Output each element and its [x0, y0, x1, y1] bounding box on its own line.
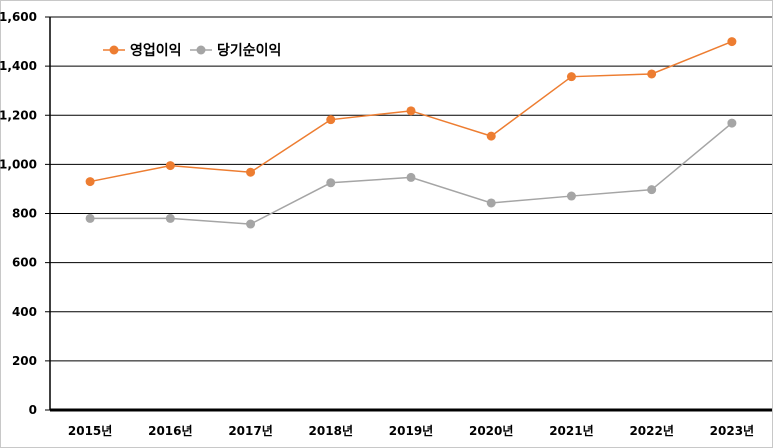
data-point-1-7 — [647, 185, 657, 195]
data-point-0-1 — [165, 161, 175, 171]
data-point-0-3 — [326, 115, 336, 125]
y-tick-label: 200 — [12, 354, 37, 368]
y-tick-label: 1,000 — [0, 157, 37, 171]
y-tick-label: 1,600 — [0, 10, 37, 24]
legend-label-1: 당기순이익 — [217, 42, 281, 59]
data-point-0-8 — [727, 37, 737, 47]
data-point-1-1 — [165, 213, 175, 223]
data-point-1-2 — [246, 219, 256, 229]
data-point-0-2 — [246, 167, 256, 177]
y-axis-ticks: 0 200 400 600 800 1,000 1,200 1,400 1,600 — [0, 10, 50, 417]
x-tick-label: 2022년 — [629, 424, 673, 438]
legend: 영업이익 당기순이익 — [103, 42, 281, 59]
y-tick-label: 400 — [12, 305, 37, 319]
data-point-1-4 — [406, 172, 416, 182]
data-point-0-7 — [647, 69, 657, 79]
data-point-0-5 — [486, 131, 496, 141]
data-point-1-8 — [727, 118, 737, 128]
data-point-0-6 — [566, 72, 576, 82]
y-tick-label: 1,200 — [0, 108, 37, 122]
x-axis-ticks: 2015년 2016년 2017년 2018년 2019년 2020년 2021년 2022년… — [68, 424, 754, 438]
legend-marker-0 — [109, 45, 119, 55]
x-tick-label: 2019년 — [389, 424, 433, 438]
y-tick-label: 0 — [29, 403, 37, 417]
y-tick-label: 1,400 — [0, 59, 37, 73]
x-tick-label: 2017년 — [228, 424, 272, 438]
data-point-1-0 — [85, 213, 95, 223]
x-tick-label: 2020년 — [469, 424, 513, 438]
x-tick-label: 2015년 — [68, 424, 112, 438]
legend-marker-1 — [196, 45, 206, 55]
series-group — [85, 37, 737, 229]
y-tick-label: 800 — [12, 207, 37, 221]
x-tick-label: 2021년 — [549, 424, 593, 438]
y-tick-label: 600 — [12, 256, 37, 270]
x-tick-label: 2016년 — [148, 424, 192, 438]
data-point-0-0 — [85, 177, 95, 187]
data-point-1-6 — [566, 191, 576, 201]
data-point-1-5 — [486, 198, 496, 208]
x-tick-label: 2023년 — [710, 424, 754, 438]
legend-label-0: 영업이익 — [130, 42, 182, 59]
x-tick-label: 2018년 — [309, 424, 353, 438]
data-point-0-4 — [406, 106, 416, 116]
data-point-1-3 — [326, 178, 336, 188]
